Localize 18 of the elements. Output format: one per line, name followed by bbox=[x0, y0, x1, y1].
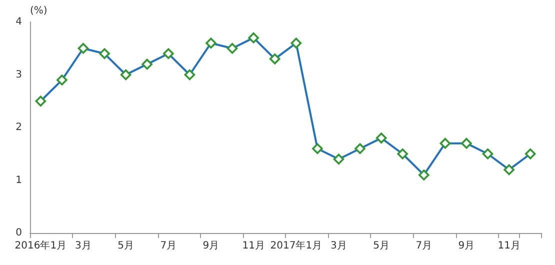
y-tick-label: 4 bbox=[16, 16, 22, 28]
x-tick-label: 5月 bbox=[118, 240, 134, 252]
x-tick-label: 9月 bbox=[202, 240, 220, 252]
y-axis-title: (%) bbox=[30, 6, 48, 16]
x-tick-label: 3月 bbox=[75, 240, 92, 252]
x-tick-label: 7月 bbox=[416, 240, 432, 252]
x-tick-label: 11月 bbox=[498, 240, 520, 252]
y-tick-label: 1 bbox=[16, 174, 22, 186]
y-tick-label: 3 bbox=[16, 69, 22, 80]
x-tick-label: 3月 bbox=[330, 240, 347, 252]
x-tick-label: 9月 bbox=[458, 240, 475, 252]
x-tick-label: 2016年1月 bbox=[14, 240, 67, 252]
x-tick-label: 2017年1月 bbox=[270, 240, 322, 252]
x-tick-label: 7月 bbox=[160, 240, 177, 252]
x-tick-label: 5月 bbox=[373, 240, 390, 252]
y-tick-label: 0 bbox=[16, 228, 22, 238]
x-tick-label: 11月 bbox=[242, 240, 265, 252]
y-tick-label: 2 bbox=[16, 122, 22, 133]
